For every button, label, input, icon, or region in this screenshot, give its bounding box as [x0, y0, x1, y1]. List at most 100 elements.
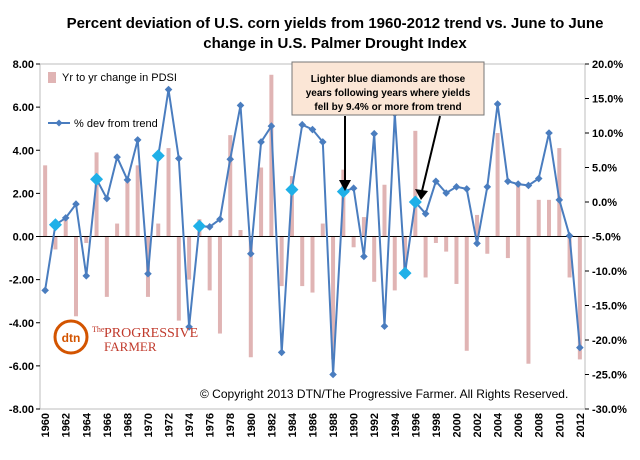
pdsi-bar-2005 [505, 236, 510, 259]
logo-line3: FARMER [104, 339, 157, 354]
x-tick-label: 1964 [81, 412, 93, 437]
pdsi-bar-1994 [392, 236, 397, 291]
pdsi-bar-1964 [84, 236, 89, 243]
x-tick-label: 1976 [205, 413, 217, 437]
x-tick-label: 1970 [143, 413, 155, 437]
point-2001 [462, 185, 471, 193]
point-1972 [164, 85, 173, 94]
left-tick-label: 2.00 [13, 188, 34, 200]
point-2012 [576, 343, 584, 352]
pdsi-bar-1979 [238, 230, 243, 237]
right-tick-label: -25.0% [592, 370, 627, 382]
point-1970 [144, 269, 152, 278]
highlight-point-1989 [336, 185, 350, 199]
x-tick-label: 1972 [164, 413, 176, 437]
x-axis: 1960 1962 1964 1966 1968 1970 1972 1974 1976 1978… [40, 412, 587, 437]
pdsi-bar-1981 [259, 167, 264, 237]
point-1960 [41, 286, 49, 295]
pdsi-bar-2008 [536, 199, 541, 237]
pdsi-bar-2010 [557, 148, 562, 237]
x-tick-label: 2002 [472, 413, 484, 437]
x-tick-label: 1980 [246, 413, 258, 437]
x-tick-label: 1990 [349, 413, 361, 437]
left-y-axis: -8.00 -6.00 -4.00 -2.00 0.00 2.00 4.00 6.00 8.00 [9, 59, 40, 416]
pdsi-bar-2004 [495, 133, 500, 237]
point-2003 [483, 183, 492, 191]
pdsi-bar-2002 [475, 214, 480, 237]
x-tick-label: 1986 [308, 413, 320, 437]
highlight-point-1965 [90, 172, 104, 186]
x-tick-label: 1960 [40, 413, 52, 437]
pdsi-bar-1960 [43, 165, 48, 237]
pdsi-bar-1963 [73, 236, 78, 317]
pdsi-bar-1991 [361, 217, 366, 237]
right-tick-label: -20.0% [592, 335, 627, 347]
right-y-axis: -30.0% -25.0% -20.0% -15.0% -10.0% -5.0% 0.0% 5… [585, 59, 627, 416]
pdsi-bar-1961 [53, 236, 58, 250]
chart-title-line1: Percent deviation of U.S. corn yields fr… [67, 15, 604, 32]
point-2010 [555, 196, 564, 204]
x-tick-label: 1988 [328, 413, 340, 437]
right-tick-label: 15.0% [592, 94, 623, 106]
x-tick-label: 1974 [184, 412, 196, 437]
pdsi-bar-1996 [413, 130, 418, 237]
point-1966 [103, 194, 111, 203]
point-1968 [123, 176, 132, 184]
x-tick-label: 1992 [369, 413, 381, 437]
point-1969 [133, 136, 142, 144]
point-1998 [432, 177, 440, 186]
left-tick-label: 6.00 [13, 102, 34, 114]
pdsi-bar-1965 [94, 152, 99, 237]
point-2006 [514, 180, 522, 188]
left-tick-label: -6.00 [9, 361, 34, 373]
point-2002 [473, 239, 481, 248]
point-1973 [175, 154, 183, 163]
pdsi-bar-1995 [403, 236, 408, 278]
pdsi-bar-1982 [269, 74, 274, 237]
point-2008 [534, 174, 543, 183]
left-tick-label: -4.00 [9, 318, 34, 330]
x-tick-label: 1998 [431, 413, 443, 437]
highlight-point-1996 [408, 195, 422, 209]
right-tick-label: -5.0% [592, 232, 621, 244]
pdsi-bar-1985 [300, 236, 305, 287]
pdsi-bar-1977 [217, 236, 222, 334]
point-2007 [524, 181, 533, 190]
x-tick-label: 1984 [287, 412, 299, 437]
pdsi-bar-1967 [115, 223, 120, 237]
pdsi-bar-2012 [577, 236, 582, 360]
left-tick-label: -2.00 [9, 275, 34, 287]
dtn-logo-text: dtn [62, 331, 81, 345]
x-tick-label: 1996 [410, 413, 422, 437]
point-1982 [267, 122, 276, 130]
annotation-text: Lighter blue diamonds are those years fol… [306, 74, 471, 113]
pdsi-bar-1993 [382, 184, 387, 237]
point-2005 [504, 177, 512, 186]
x-tick-label: 2010 [554, 413, 566, 437]
right-tick-label: -30.0% [592, 404, 627, 416]
highlight-point-1961 [48, 218, 62, 232]
dtn-logo-mark [53, 319, 89, 355]
annotation-callout: Lighter blue diamonds are those years fol… [291, 61, 485, 200]
right-tick-label: -15.0% [592, 301, 627, 313]
x-tick-label: 1982 [266, 413, 278, 437]
point-1986 [308, 125, 317, 134]
pdsi-bar-1999 [444, 236, 449, 252]
point-1985 [298, 120, 307, 129]
point-1964 [82, 272, 91, 280]
pdsi-bar-1972 [166, 148, 171, 237]
pdsi-bar-1973 [176, 236, 181, 321]
x-tick-label: 1978 [225, 413, 237, 437]
point-2004 [493, 100, 502, 108]
x-tick-label: 1994 [390, 412, 402, 437]
pdsi-bar-1978 [228, 135, 233, 237]
pdsi-bar-1986 [310, 236, 315, 293]
point-1977 [216, 215, 224, 224]
point-1974 [185, 323, 193, 331]
point-1983 [277, 348, 286, 357]
x-tick-label: 2004 [493, 412, 505, 437]
pdsi-bar-2003 [485, 236, 490, 254]
pdsi-bars [43, 74, 582, 364]
pdsi-bar-1980 [248, 236, 253, 358]
